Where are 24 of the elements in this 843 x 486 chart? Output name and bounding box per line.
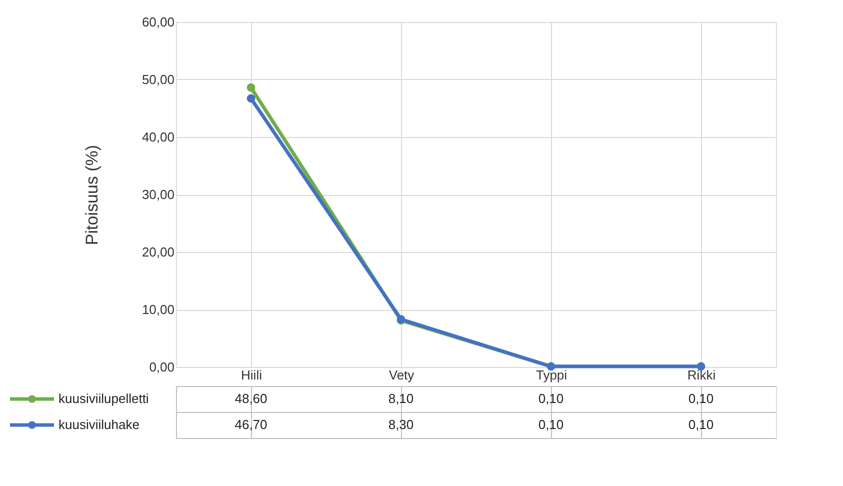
x-tick-label: Vety: [388, 368, 415, 382]
legend-label: kuusiviilupelletti: [58, 391, 149, 406]
data-label: 0,10: [688, 391, 714, 406]
data-label: 0,10: [538, 417, 564, 432]
data-label: 8,10: [388, 391, 414, 406]
y-tick-label: 50,00: [142, 72, 174, 87]
x-tick-label: Hiili: [241, 368, 262, 382]
y-tick-label: 0,00: [149, 360, 174, 374]
data-label: 8,30: [388, 417, 414, 432]
x-tick-label: Typpi: [536, 368, 568, 382]
x-tick-label: Rikki: [687, 368, 716, 382]
y-tick-label: 60,00: [142, 14, 174, 30]
legend-label: kuusiviiluhake: [58, 417, 140, 432]
point: [246, 83, 256, 92]
data-label: 48,60: [234, 391, 268, 406]
y-axis-title: Pitoisuus (%): [82, 144, 102, 246]
data-label: 0,10: [538, 391, 564, 406]
point: [246, 94, 256, 103]
y-tick-label: 40,00: [142, 130, 174, 144]
y-tick-label: 30,00: [142, 187, 174, 202]
y-tick-label: 10,00: [142, 302, 174, 317]
y-tick-label: 20,00: [142, 244, 174, 260]
data-label: 46,70: [234, 417, 268, 432]
data-label: 0,10: [688, 417, 714, 432]
